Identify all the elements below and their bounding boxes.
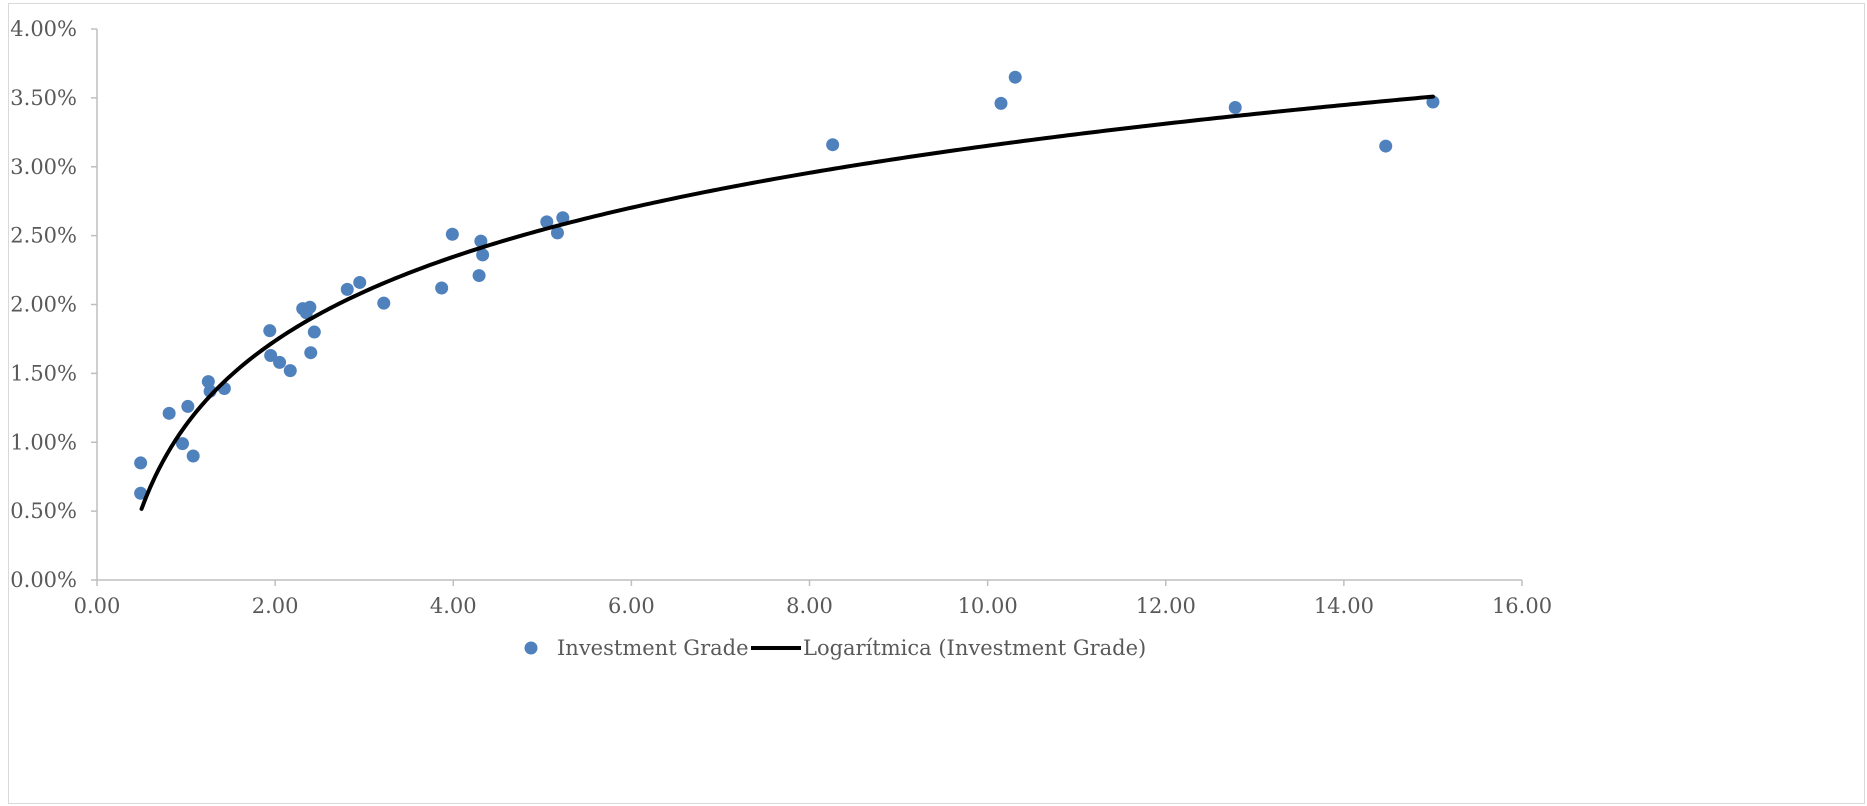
y-tick-label: 4.00% — [10, 17, 77, 41]
scatter-chart: 0.00% 0.50% 1.00% 1.50% 2.00% 2.50% 3.00% 3.50%… — [10, 17, 1552, 660]
data-point — [263, 324, 277, 338]
legend-label-investment-grade: Investment Grade — [557, 636, 749, 660]
data-point — [134, 486, 148, 500]
chart-frame: 0.00% 0.50% 1.00% 1.50% 2.00% 2.50% 3.00% 3.50%… — [8, 3, 1865, 804]
data-point — [550, 226, 564, 240]
data-point — [176, 437, 189, 451]
data-point — [304, 346, 318, 360]
y-tick-label: 1.50% — [10, 361, 77, 385]
data-point — [283, 364, 297, 378]
data-point — [181, 399, 195, 413]
x-tick-label: 2.00 — [252, 594, 299, 618]
y-tick-label: 3.50% — [10, 86, 77, 110]
data-point — [307, 325, 321, 339]
y-tick-label: 2.50% — [10, 224, 77, 248]
data-point — [134, 456, 148, 470]
x-tick-label: 10.00 — [958, 594, 1018, 618]
x-tick-label: 12.00 — [1136, 594, 1196, 618]
data-point — [186, 449, 200, 463]
data-point — [273, 355, 287, 369]
y-tick-label: 2.00% — [10, 293, 77, 317]
y-tick-label: 0.00% — [10, 568, 77, 592]
data-point — [472, 269, 486, 283]
data-point — [435, 281, 449, 295]
data-point — [303, 300, 317, 314]
y-tick-label: 1.00% — [10, 430, 77, 454]
data-point — [1228, 101, 1242, 115]
data-point — [201, 375, 215, 389]
x-tick-label: 14.00 — [1314, 594, 1374, 618]
x-tick-label: 6.00 — [608, 594, 655, 618]
data-point — [826, 138, 840, 152]
data-point — [994, 96, 1008, 110]
y-tick-label: 3.00% — [10, 155, 77, 179]
trendline-logarithmic — [139, 94, 1435, 511]
x-tick-label: 4.00 — [430, 594, 477, 618]
y-axis-ticks: 0.00% 0.50% 1.00% 1.50% 2.00% 2.50% 3.00% 3.50%… — [10, 17, 97, 592]
x-tick-label: 16.00 — [1492, 594, 1552, 618]
trendline-layer — [139, 94, 1435, 511]
x-tick-label: 0.00 — [74, 594, 121, 618]
legend-marker-investment-grade — [524, 641, 538, 655]
data-point — [474, 234, 488, 248]
data-point — [340, 282, 354, 296]
data-point — [353, 275, 367, 289]
data-point — [377, 296, 391, 310]
data-point — [556, 211, 570, 225]
x-tick-label: 8.00 — [786, 594, 833, 618]
legend-label-trendline: Logarítmica (Investment Grade) — [803, 636, 1146, 660]
data-point — [1008, 70, 1022, 84]
legend: Investment Grade Logarítmica (Investment… — [524, 636, 1146, 660]
data-point — [1379, 139, 1393, 153]
data-points — [134, 70, 1440, 500]
data-point — [162, 406, 176, 420]
data-point — [264, 348, 278, 362]
y-tick-label: 0.50% — [10, 499, 77, 523]
data-point — [445, 227, 459, 241]
x-axis-ticks: 0.00 2.00 4.00 6.00 8.00 10.00 12.00 14.00 16.00 — [74, 580, 1552, 618]
data-point — [476, 248, 490, 262]
data-point — [540, 215, 554, 229]
